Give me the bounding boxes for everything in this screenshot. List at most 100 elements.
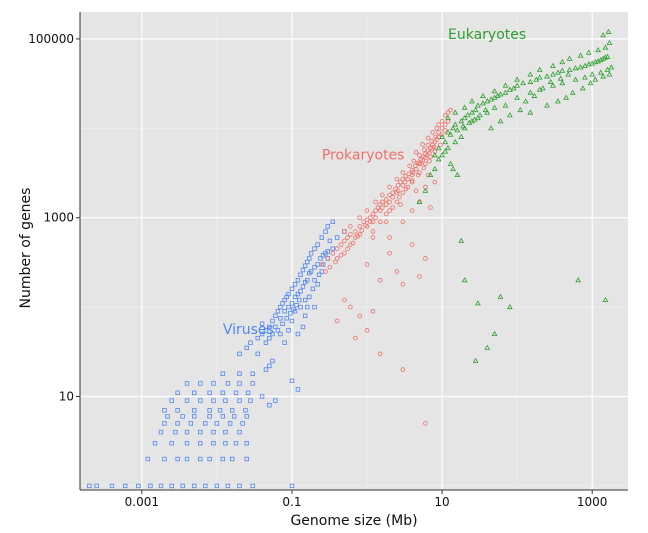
data-point [410,170,416,175]
data-point [425,142,431,148]
data-point [422,147,427,152]
data-point [604,66,611,72]
x-tick-label: 1000 [577,495,608,509]
data-point [175,408,180,413]
data-point [353,335,358,341]
data-point [409,208,415,213]
y-tick-label: 1000 [43,211,74,225]
data-point [327,264,333,270]
data-point [298,272,303,277]
data-point [184,381,190,386]
data-point [577,64,584,70]
data-point [270,331,275,337]
data-point [387,199,392,205]
data-point [353,229,358,234]
data-point [342,238,347,244]
data-point [497,293,504,299]
data-point [211,441,216,446]
data-point [289,286,295,292]
data-point [211,429,216,435]
data-point [315,262,320,267]
data-point [175,456,180,462]
data-point [255,335,260,341]
data-point [502,89,509,95]
data-point [295,331,301,337]
data-point [497,118,504,124]
data-point [559,80,566,86]
data-point [136,483,141,489]
data-point [602,296,609,303]
data-point [319,235,325,240]
data-point [207,414,212,419]
data-point [394,176,400,182]
data-point [514,94,521,100]
data-point [286,304,291,310]
data-point [425,135,431,141]
data-point [377,277,383,283]
data-point [439,118,445,124]
data-point [413,188,419,194]
data-point [550,62,556,68]
data-point [438,142,443,148]
y-tick-label: 100000 [28,32,74,46]
data-point [474,115,481,121]
data-point [259,331,265,337]
data-point [420,157,425,163]
data-point [305,304,310,310]
data-point [225,381,231,386]
data-point [225,483,231,489]
data-point [248,340,253,345]
data-point [595,46,602,53]
data-point [312,304,317,310]
data-point [383,219,389,225]
data-point [145,456,150,462]
data-point [555,98,561,104]
data-point [334,235,340,240]
data-point [198,381,203,386]
data-point [566,66,573,72]
data-point [233,441,239,446]
data-point [539,85,546,91]
data-point [547,78,554,84]
cluster-labels: Viruses Prokaryotes Eukaryotes [223,27,526,338]
data-point [577,52,584,58]
data-point [520,80,526,86]
data-point [342,297,347,303]
data-point [411,158,417,164]
data-point [244,345,249,351]
data-point [237,429,242,435]
data-point [373,199,378,205]
data-point [152,441,158,446]
data-point [563,94,570,100]
data-point [600,32,607,38]
data-point [431,144,437,150]
data-point [400,190,406,196]
data-point [263,340,269,345]
data-point [315,242,320,247]
data-point [184,398,190,403]
data-point [220,371,226,376]
data-point [506,112,513,118]
data-point [436,130,441,135]
data-point [488,125,494,131]
data-point [294,303,299,308]
data-point [300,284,306,289]
data-point [300,267,306,273]
data-point [442,112,448,118]
data-point [427,171,434,178]
data-point [169,398,174,403]
data-point [348,304,353,310]
data-point [452,121,459,127]
y-axis-ticks: 10 1000 100000 [28,32,80,404]
data-point [387,184,392,190]
data-point [288,311,293,316]
data-point [325,256,331,261]
data-point [436,122,441,127]
data-point [458,237,465,243]
data-point [527,109,534,115]
data-point [597,56,604,63]
data-point [244,414,249,419]
data-point [231,414,237,419]
data-point [394,269,400,274]
